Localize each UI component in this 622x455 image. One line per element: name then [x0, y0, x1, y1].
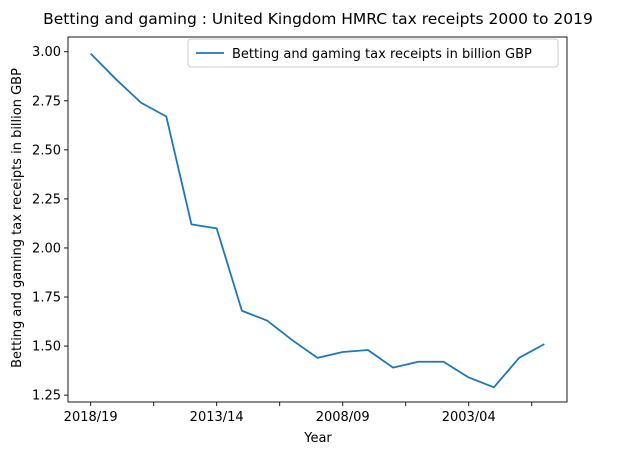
x-axis-title: Year	[303, 431, 332, 446]
y-tick-label: 3.00	[32, 45, 61, 60]
legend-label: Betting and gaming tax receipts in billi…	[232, 47, 532, 62]
y-axis-title: Betting and gaming tax receipts in billi…	[10, 68, 25, 368]
y-tick-label: 1.50	[32, 340, 61, 355]
y-tick-label: 1.75	[32, 291, 61, 306]
x-tick-label: 2013/14	[190, 410, 244, 425]
x-tick-label: 2003/04	[442, 410, 496, 425]
y-tick-label: 1.25	[32, 389, 61, 404]
y-tick-label: 2.25	[32, 192, 61, 207]
series-line	[90, 53, 545, 389]
x-tick-label: 2008/09	[316, 410, 370, 425]
plot-frame	[67, 36, 568, 403]
plot-area: 1.25 1.50 1.75 2.00 2.25 2.50 2.75 3.00 2018/19 2…	[32, 36, 568, 425]
y-tick-label: 2.00	[32, 241, 61, 256]
legend: Betting and gaming tax receipts in billi…	[187, 38, 559, 68]
chart-title: Betting and gaming : United Kingdom HMRC…	[43, 10, 593, 28]
legend-frame	[187, 38, 559, 68]
y-tick-label: 2.75	[32, 94, 61, 109]
y-tick-label: 2.50	[32, 143, 61, 158]
x-tick-label: 2018/19	[64, 410, 118, 425]
